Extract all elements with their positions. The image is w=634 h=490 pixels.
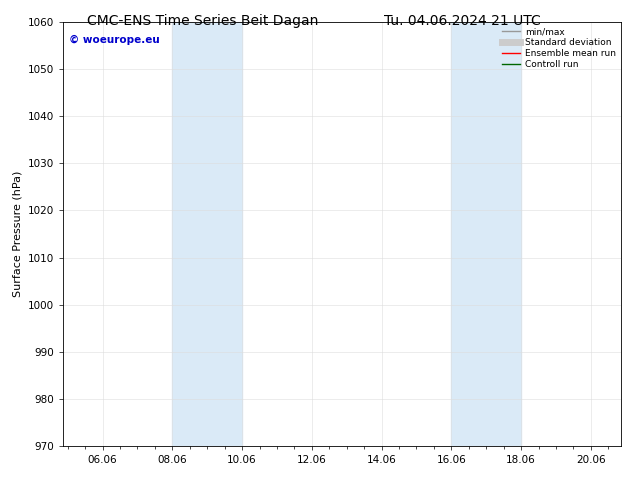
Text: Tu. 04.06.2024 21 UTC: Tu. 04.06.2024 21 UTC <box>384 14 541 28</box>
Text: © woeurope.eu: © woeurope.eu <box>69 35 160 45</box>
Bar <box>451 22 521 446</box>
Y-axis label: Surface Pressure (hPa): Surface Pressure (hPa) <box>13 171 23 297</box>
Text: CMC-ENS Time Series Beit Dagan: CMC-ENS Time Series Beit Dagan <box>87 14 318 28</box>
Bar <box>172 22 242 446</box>
Legend: min/max, Standard deviation, Ensemble mean run, Controll run: min/max, Standard deviation, Ensemble me… <box>499 24 619 73</box>
